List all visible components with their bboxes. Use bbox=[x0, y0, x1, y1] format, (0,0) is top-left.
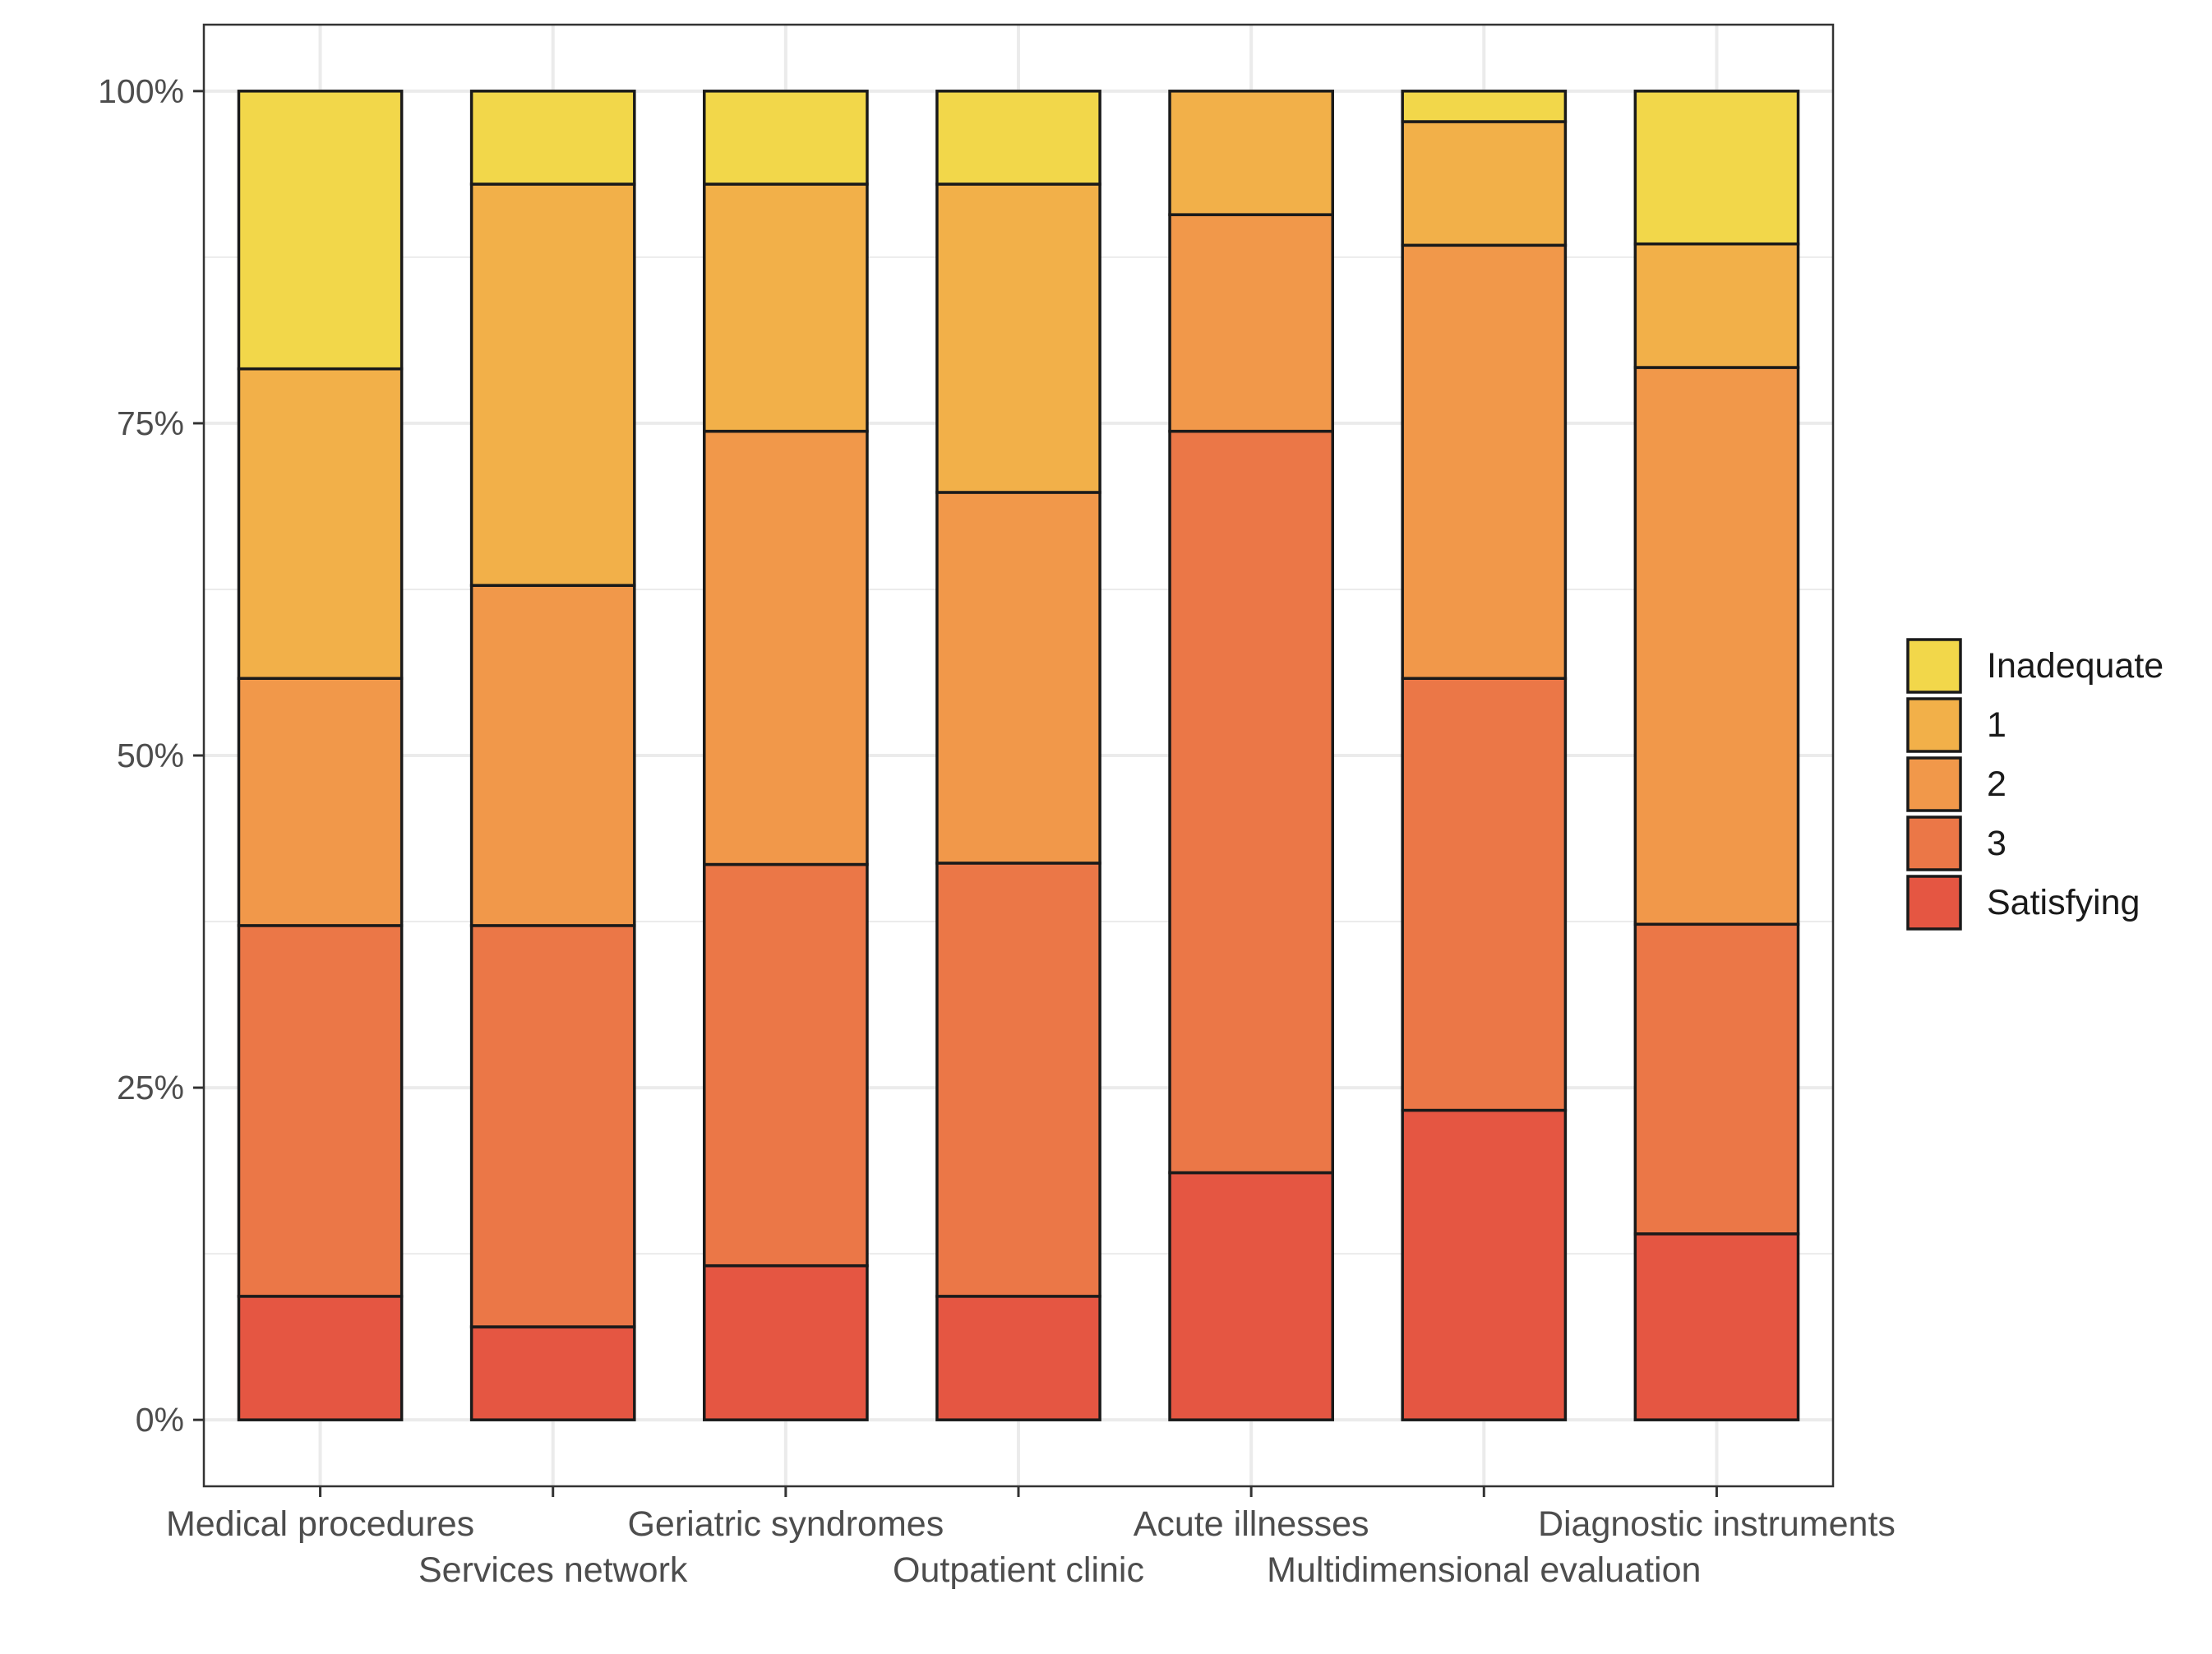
legend-swatch bbox=[1906, 638, 1962, 694]
x-tick-label: Services network bbox=[418, 1550, 688, 1590]
bar-segment bbox=[1401, 1108, 1568, 1421]
bar-segment bbox=[1168, 429, 1334, 1175]
y-tick-label: 50% bbox=[117, 737, 184, 774]
y-tick-label: 0% bbox=[136, 1401, 184, 1439]
bar-segment bbox=[1168, 90, 1334, 216]
legend-item: Inadequate bbox=[1906, 638, 2164, 694]
legend-item: Satisfying bbox=[1906, 875, 2140, 931]
bar-segment bbox=[935, 1295, 1101, 1421]
bar-stack bbox=[703, 90, 869, 1421]
bar-stack bbox=[469, 90, 636, 1421]
legend-label: Inadequate bbox=[1987, 646, 2164, 686]
bar-segment bbox=[1168, 1171, 1334, 1421]
y-tick-label: 25% bbox=[117, 1069, 184, 1107]
x-tick-label: Geriatric syndromes bbox=[627, 1504, 944, 1544]
x-tick-label: Acute illnesses bbox=[1134, 1504, 1369, 1544]
bar-segment bbox=[703, 862, 869, 1268]
bar-segment bbox=[703, 182, 869, 433]
x-tick-label: Multidimensional evaluation bbox=[1267, 1550, 1701, 1590]
bar-stack bbox=[1401, 90, 1568, 1421]
bar-stacks bbox=[237, 90, 1800, 1421]
bar-segment bbox=[237, 924, 404, 1298]
x-axis: Medical procedures Services network Geriat… bbox=[166, 1486, 1896, 1590]
bar-segment bbox=[1633, 1232, 1800, 1421]
bar-segment bbox=[935, 491, 1101, 865]
bar-segment bbox=[1401, 243, 1568, 681]
y-tick-label: 100% bbox=[98, 72, 184, 110]
y-axis: 0% 25% 50% 75% 100% bbox=[98, 72, 204, 1439]
y-tick-label: 75% bbox=[117, 404, 184, 442]
bar-segment bbox=[1401, 677, 1568, 1112]
x-tick-label: Medical procedures bbox=[166, 1504, 474, 1544]
bar-segment bbox=[935, 862, 1101, 1298]
bar-segment bbox=[1168, 213, 1334, 433]
bar-segment bbox=[703, 429, 869, 866]
bar-segment bbox=[1633, 366, 1800, 926]
bar-segment bbox=[1633, 242, 1800, 369]
bar-segment bbox=[469, 182, 636, 587]
legend-label: 3 bbox=[1987, 824, 2007, 863]
bar-segment bbox=[237, 1295, 404, 1421]
legend: Inadequate 1 2 3 Satisfying bbox=[1906, 638, 2164, 931]
bar-segment bbox=[1401, 90, 1568, 123]
legend-swatch bbox=[1906, 875, 1962, 931]
bar-segment bbox=[935, 182, 1101, 494]
bar-segment bbox=[935, 90, 1101, 186]
legend-swatch bbox=[1906, 815, 1962, 871]
bar-segment bbox=[237, 90, 404, 371]
legend-item: 1 bbox=[1906, 697, 2007, 753]
legend-label: Satisfying bbox=[1987, 883, 2140, 922]
bar-segment bbox=[1401, 120, 1568, 247]
legend-item: 2 bbox=[1906, 756, 2007, 812]
bar-segment bbox=[1633, 922, 1800, 1236]
bar-segment bbox=[469, 584, 636, 927]
bar-stack bbox=[1168, 90, 1334, 1421]
bar-segment bbox=[469, 1325, 636, 1421]
bar-stack bbox=[1633, 90, 1800, 1421]
legend-item: 3 bbox=[1906, 815, 2007, 871]
x-tick-label: Outpatient clinic bbox=[893, 1550, 1144, 1590]
bar-segment bbox=[469, 924, 636, 1328]
legend-label: 1 bbox=[1987, 705, 2007, 745]
bar-segment bbox=[469, 90, 636, 186]
bar-segment bbox=[1633, 90, 1800, 246]
legend-swatch bbox=[1906, 756, 1962, 812]
bar-stack bbox=[935, 90, 1101, 1421]
legend-label: 2 bbox=[1987, 765, 2007, 804]
x-tick-label: Diagnostic instruments bbox=[1538, 1504, 1896, 1544]
bar-segment bbox=[703, 90, 869, 186]
bar-stack bbox=[237, 90, 404, 1421]
bar-segment bbox=[237, 677, 404, 927]
bar-segment bbox=[237, 367, 404, 681]
legend-swatch bbox=[1906, 697, 1962, 753]
bar-segment bbox=[703, 1264, 869, 1421]
